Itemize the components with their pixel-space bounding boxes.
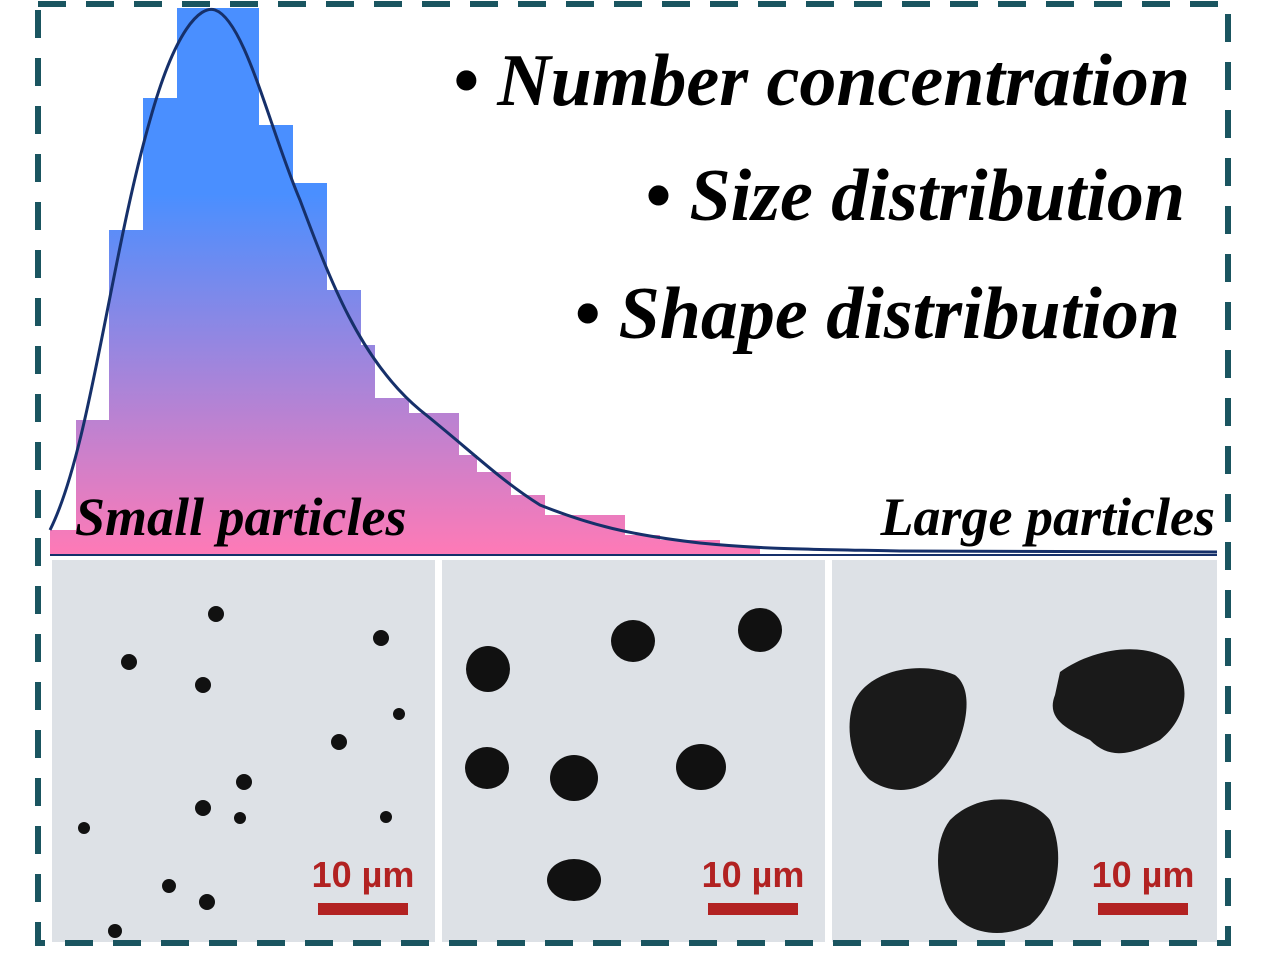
scale-label: 10 µm	[702, 854, 805, 895]
label-large: Large particles	[880, 487, 1215, 547]
feature: • Size distribution	[645, 155, 1185, 237]
feature: • Number concentration	[453, 40, 1190, 122]
feature: • Shape distribution	[574, 273, 1180, 355]
figure: • Number concentration • Size distributi…	[0, 0, 1261, 954]
scale-label: 10 µm	[312, 854, 415, 895]
label-small: Small particles	[75, 487, 407, 547]
page: {"features": ["• Number concentration", …	[0, 0, 1261, 954]
scale-label: 10 µm	[1092, 854, 1195, 895]
